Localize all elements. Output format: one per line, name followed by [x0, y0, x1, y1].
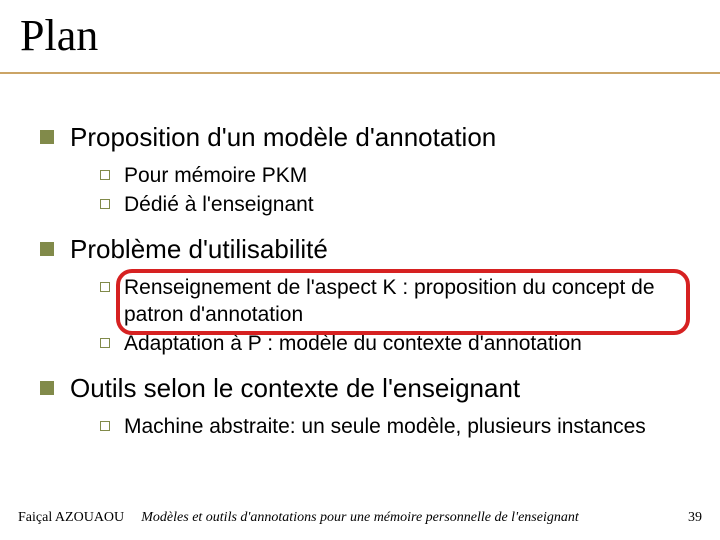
sub-list: Pour mémoire PKM Dédié à l'enseignant	[100, 162, 680, 218]
sub-list-item: Renseignement de l'aspect K : propositio…	[100, 274, 680, 328]
title-underline	[0, 72, 720, 74]
bullet-square-icon	[40, 242, 54, 256]
footer-page-number: 39	[688, 510, 702, 526]
l2-text: Dédié à l'enseignant	[124, 191, 314, 218]
l2-text: Pour mémoire PKM	[124, 162, 307, 189]
sub-list: Renseignement de l'aspect K : propositio…	[100, 274, 680, 357]
list-item: Problème d'utilisabilité Renseignement d…	[40, 232, 680, 357]
bullet-outline-icon	[100, 338, 110, 348]
plan-list: Proposition d'un modèle d'annotation Pou…	[40, 120, 680, 454]
sub-list-item: Machine abstraite: un seule modèle, plus…	[100, 413, 680, 440]
bullet-outline-icon	[100, 421, 110, 431]
bullet-outline-icon	[100, 282, 110, 292]
footer-author: Faiçal AZOUAOU	[18, 510, 124, 526]
l1-text: Proposition d'un modèle d'annotation	[70, 120, 496, 154]
bullet-outline-icon	[100, 170, 110, 180]
bullet-outline-icon	[100, 199, 110, 209]
slide-title: Plan	[20, 10, 98, 61]
l2-text: Renseignement de l'aspect K : propositio…	[124, 274, 680, 328]
sub-list-item: Dédié à l'enseignant	[100, 191, 680, 218]
l1-text: Outils selon le contexte de l'enseignant	[70, 371, 520, 405]
sub-list-item: Pour mémoire PKM	[100, 162, 680, 189]
l1-text: Problème d'utilisabilité	[70, 232, 328, 266]
list-item: Proposition d'un modèle d'annotation Pou…	[40, 120, 680, 218]
bullet-square-icon	[40, 381, 54, 395]
list-item: Outils selon le contexte de l'enseignant…	[40, 371, 680, 440]
bullet-square-icon	[40, 130, 54, 144]
sub-list-item: Adaptation à P : modèle du contexte d'an…	[100, 330, 680, 357]
l2-text: Machine abstraite: un seule modèle, plus…	[124, 413, 646, 440]
footer-center: Modèles et outils d'annotations pour une…	[141, 510, 578, 526]
l2-text: Adaptation à P : modèle du contexte d'an…	[124, 330, 582, 357]
sub-list: Machine abstraite: un seule modèle, plus…	[100, 413, 680, 440]
footer: Faiçal AZOUAOU Modèles et outils d'annot…	[18, 510, 702, 526]
